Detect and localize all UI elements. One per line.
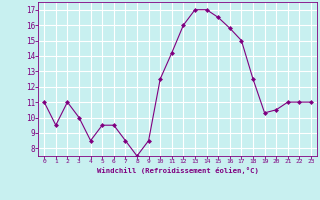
X-axis label: Windchill (Refroidissement éolien,°C): Windchill (Refroidissement éolien,°C) (97, 167, 259, 174)
